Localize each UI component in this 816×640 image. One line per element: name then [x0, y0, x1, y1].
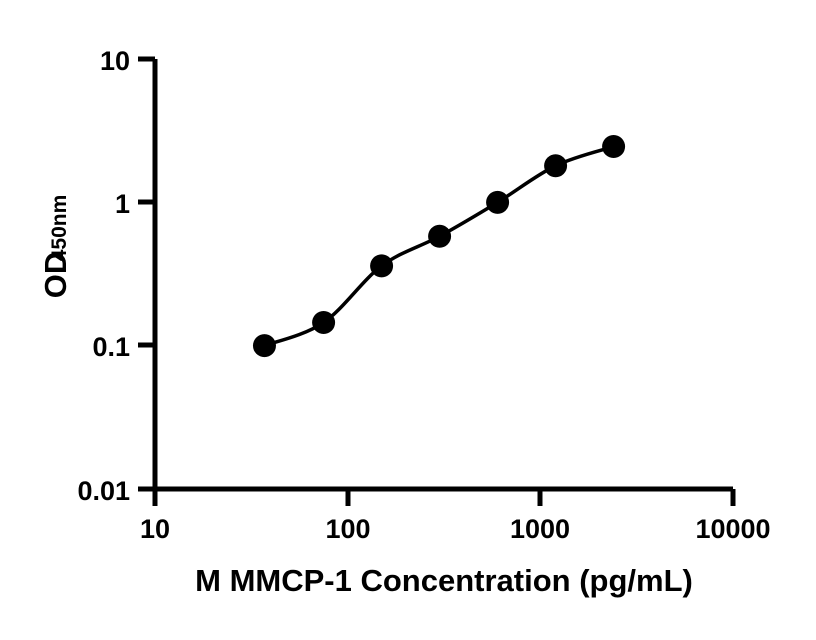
data-point	[370, 254, 394, 278]
y-tick-label-0.1: 0.1	[92, 332, 130, 362]
x-tick-label-1000: 1000	[510, 514, 570, 544]
data-point-group	[252, 135, 626, 358]
y-axis-title-main: OD	[38, 252, 73, 299]
y-tick-label-10: 10	[100, 46, 130, 76]
data-point	[602, 135, 626, 159]
y-axis-title-sub: 450nm	[48, 195, 71, 262]
x-tick-label-100: 100	[325, 514, 370, 544]
data-point	[486, 190, 510, 214]
x-tick-label-10000: 10000	[695, 514, 770, 544]
x-tick-labels: 10 100 1000 10000	[140, 514, 771, 544]
axis-lines	[152, 59, 733, 492]
data-point	[252, 334, 276, 358]
y-axis-title: OD 450nm	[38, 195, 73, 299]
x-axis-title: M MMCP-1 Concentration (pg/mL)	[195, 563, 693, 598]
x-axis-ticks	[152, 489, 736, 506]
data-point	[544, 154, 568, 178]
y-tick-label-0.01: 0.01	[77, 476, 130, 506]
x-tick-label-10: 10	[140, 514, 170, 544]
y-tick-label-1: 1	[115, 189, 130, 219]
data-point	[312, 311, 336, 335]
y-axis-ticks	[138, 56, 155, 492]
data-point	[428, 224, 452, 248]
y-tick-labels: 10 1 0.1 0.01	[77, 46, 130, 506]
